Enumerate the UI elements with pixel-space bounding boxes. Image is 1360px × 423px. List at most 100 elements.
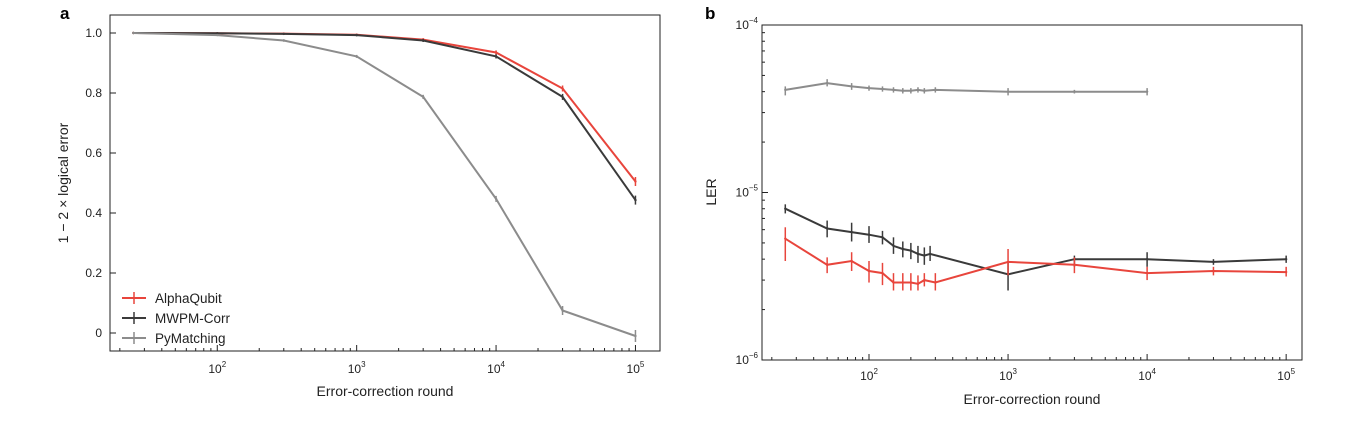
panel-a-x-tick-label-exponent: 3 [361,360,366,369]
panel-b-alphaqubit-point [1284,270,1288,274]
panel-a-pymatching-point [216,33,219,37]
panel-a-alphaqubit-point [561,87,564,90]
panel-a-x-axis-title: Error-correction round [317,383,454,399]
panel-b-alphaqubit-point [784,237,787,240]
panel-a-pymatching-point [634,334,637,338]
panel-b-y-tick-label: 10−4 [736,16,759,32]
panel-b-pymatching-point [1073,90,1076,93]
panel-b-x-tick-label-base: 10 [1138,369,1152,383]
panel-b-label: b [705,4,715,23]
panel-b-mwpm-corr-point [909,249,913,252]
panel-b-y-tick-label-base: 10 [736,353,750,367]
panel-b-x-tick-label: 102 [860,367,878,383]
panel-a-x-tick-label-base: 10 [208,362,222,376]
panel-a-legend-pymatching-label: PyMatching [155,331,226,346]
panel-b-series [784,79,1288,291]
panel-a-x-tick-label: 102 [208,360,226,376]
panel-b-pymatching-point [784,88,787,92]
panel-b-mwpm-corr-point [892,244,895,248]
panel-a-y-tick-label: 1.0 [85,26,102,40]
panel-a-pymatching-point [421,95,425,99]
panel-b-x-tick-label-exponent: 4 [1152,367,1157,376]
panel-a-pymatching-point [282,39,285,42]
panel-a-x-axis: 102 103 104 105 [119,345,645,376]
panel-b-mwpm-corr-point [881,236,884,239]
panel-b-mwpm-corr-line [784,207,1287,276]
panel-b-mwpm-corr-point [928,252,932,256]
panel-b-pymatching-point [881,87,884,91]
panel-b-x-tick-label: 104 [1138,367,1156,383]
panel-a-mwpm-corr-point [561,95,564,99]
panel-b: b 102 103 104 105 10−610−510−4 Error-correc… [703,4,1303,407]
panel-b-pymatching-point [1145,90,1149,93]
panel-b-pymatching-point [923,89,926,92]
panel-b-mwpm-corr-point [916,252,920,256]
panel-b-plot-frame [761,24,1303,361]
panel-b-mwpm-corr-point [1145,257,1149,261]
panel-a-mwpm-corr-point [494,55,498,58]
panel-a-plot-frame [109,14,661,352]
panel-b-x-tick-label-exponent: 3 [1013,367,1018,376]
panel-b-pymatching-point [825,81,829,85]
panel-b-pymatching-point [850,85,853,88]
panel-b-alphaqubit-point [881,271,884,275]
panel-b-alphaqubit-point [1145,271,1149,275]
panel-b-y-tick-label-base: 10 [736,186,750,200]
panel-b-alphaqubit-point [916,282,920,286]
panel-b-y-tick-label: 10−6 [736,351,759,367]
panel-a-x-tick-label-exponent: 2 [222,360,227,369]
panel-b-x-tick-label: 103 [999,367,1017,383]
panel-b-alphaqubit-point [1073,263,1076,267]
panel-b-x-tick-label-base: 10 [860,369,874,383]
panel-a-mwpm-corr-point [216,32,219,35]
panel-b-y-axis-title: LER [703,178,719,205]
panel-b-y-tick-label-exponent: −6 [749,351,759,360]
panel-b-pymatching-line [785,82,1148,93]
panel-b-mwpm-corr-point [923,254,926,257]
panel-b-mwpm-corr-point [825,227,829,230]
panel-b-pymatching-point [916,88,920,92]
panel-b-y-tick-label-exponent: −5 [749,184,759,193]
panel-a-y-tick-label: 0.4 [85,206,102,220]
panel-a-series [132,31,637,342]
panel-a-mwpm-corr-line [133,32,637,201]
panel-b-x-tick-label: 105 [1277,367,1295,383]
panel-a-mwpm-corr-point [634,198,637,202]
panel-b-pymatching-point [1006,90,1010,93]
panel-a-pymatching-point [355,55,358,58]
panel-a-x-tick-label: 104 [487,360,505,376]
panel-a-x-tick-label: 105 [627,360,645,376]
panel-a-legend: AlphaQubit MWPM-Corr PyMatching [122,291,230,346]
panel-b-alphaqubit-point [892,281,895,284]
panel-a-x-tick-label-base: 10 [627,362,641,376]
panel-a-pymatching-point [132,31,135,35]
panel-b-y-axis: 10−610−510−4 [736,16,768,367]
panel-b-alphaqubit-point [901,281,905,284]
panel-b-mwpm-corr-point [850,230,853,234]
panel-a-y-tick-label: 0 [95,326,102,340]
panel-b-x-tick-label-base: 10 [999,369,1013,383]
panel-b-x-axis: 102 103 104 105 [771,354,1296,383]
panel-b-mwpm-corr-point [784,207,787,210]
panel-a-y-axis-title: 1 − 2 × logical error [55,122,71,243]
panel-b-alphaqubit-point [923,278,926,282]
panel-a-x-tick-label: 103 [348,360,366,376]
panel-b-y-tick-label-exponent: −4 [749,16,759,25]
panel-a: a 102 103 104 105 00.20.40.60.81.0 Error-co… [55,4,661,399]
panel-b-x-tick-label-base: 10 [1277,369,1291,383]
panel-a-alphaqubit-point [494,51,498,54]
panel-a-x-tick-label-base: 10 [348,362,362,376]
panel-a-mwpm-corr-point [355,33,358,37]
panel-a-label: a [60,4,70,23]
panel-a-pymatching-point [494,197,498,201]
panel-a-y-axis: 0 0.2 0.4 0.6 0.8 1.0 [85,26,116,340]
panel-b-alphaqubit-line [784,237,1287,285]
panel-a-x-tick-label-exponent: 4 [501,360,506,369]
panel-b-mwpm-corr-point [867,233,871,236]
panel-b-pymatching-point [892,88,895,92]
panel-a-y-tick-label: 0.8 [85,86,102,100]
panel-a-legend-alphaqubit-label: AlphaQubit [155,291,222,306]
panel-b-alphaqubit-point [934,281,937,284]
panel-b-mwpm-corr-point [1284,257,1288,261]
